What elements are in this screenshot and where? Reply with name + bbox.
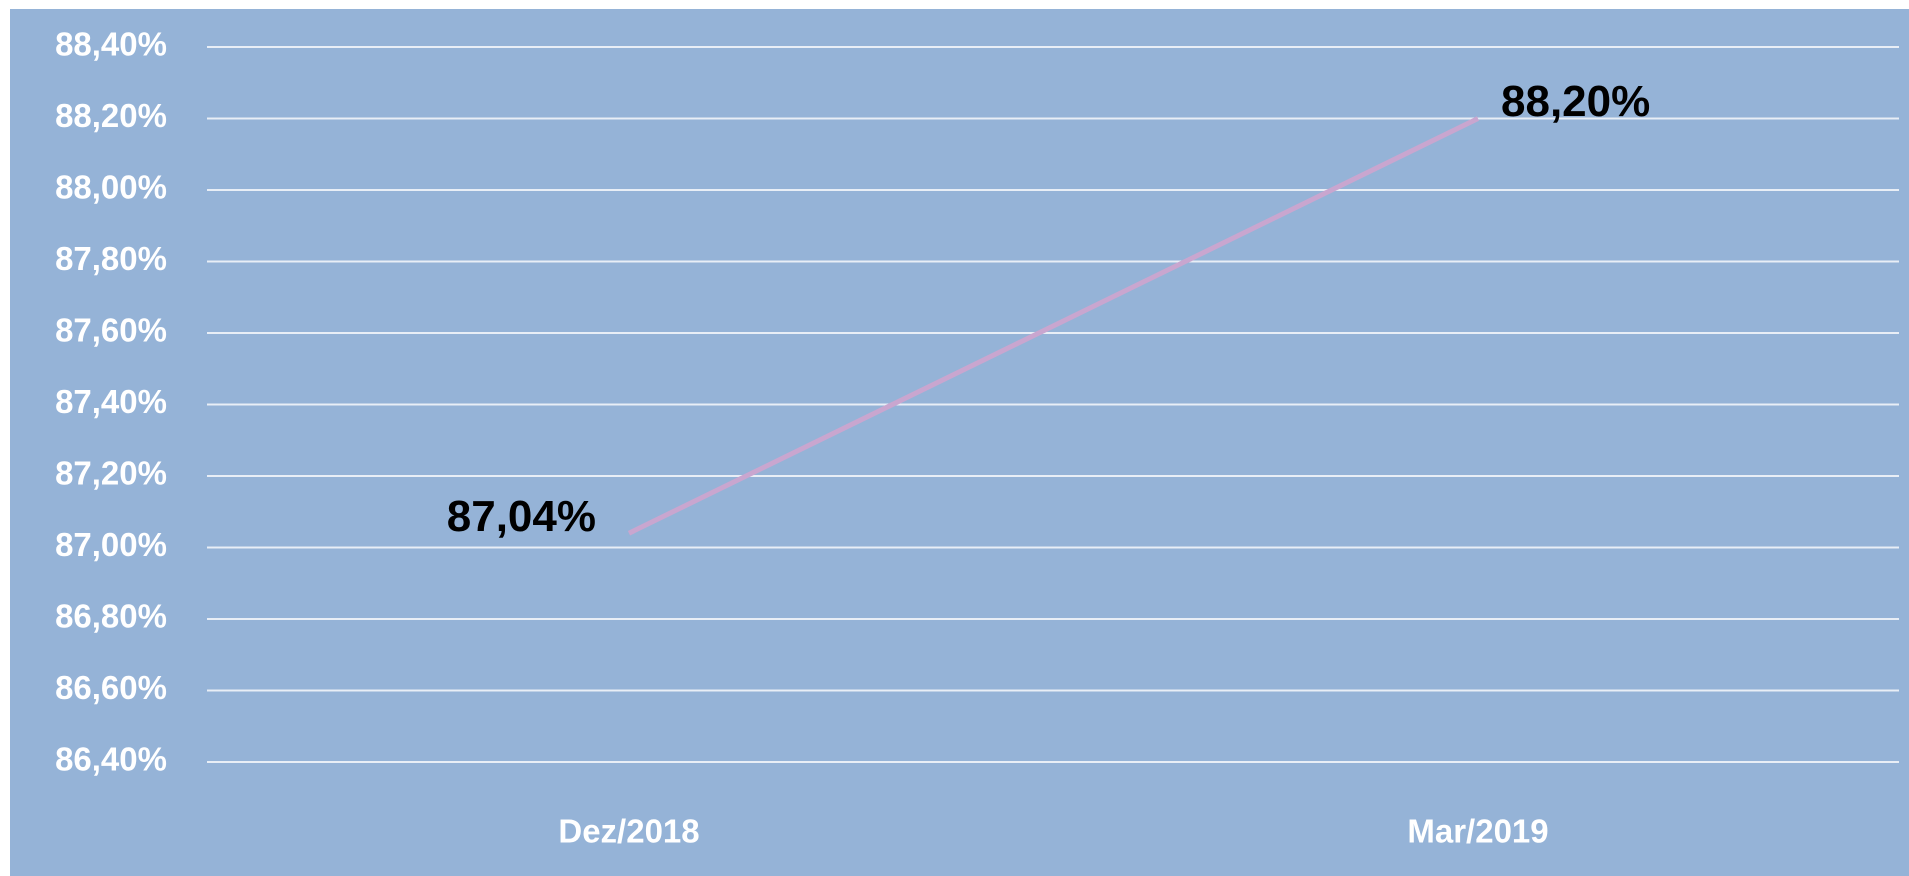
y-tick-label: 88,40% — [55, 26, 167, 63]
y-tick-label: 86,40% — [55, 741, 167, 778]
chart-background — [10, 9, 1909, 876]
y-tick-label: 87,20% — [55, 455, 167, 492]
y-tick-label: 86,60% — [55, 669, 167, 706]
y-tick-label: 88,20% — [55, 97, 167, 134]
data-label: 88,20% — [1501, 77, 1650, 126]
x-tick-label: Dez/2018 — [558, 813, 699, 850]
y-tick-label: 88,00% — [55, 169, 167, 206]
data-label: 87,04% — [447, 492, 596, 541]
y-tick-label: 87,80% — [55, 240, 167, 277]
line — [627, 116, 1480, 536]
y-tick-label: 87,00% — [55, 526, 167, 563]
y-tick-label: 87,60% — [55, 312, 167, 349]
x-tick-label: Mar/2019 — [1407, 813, 1548, 850]
y-tick-label: 86,80% — [55, 598, 167, 635]
y-tick-label: 87,40% — [55, 383, 167, 420]
